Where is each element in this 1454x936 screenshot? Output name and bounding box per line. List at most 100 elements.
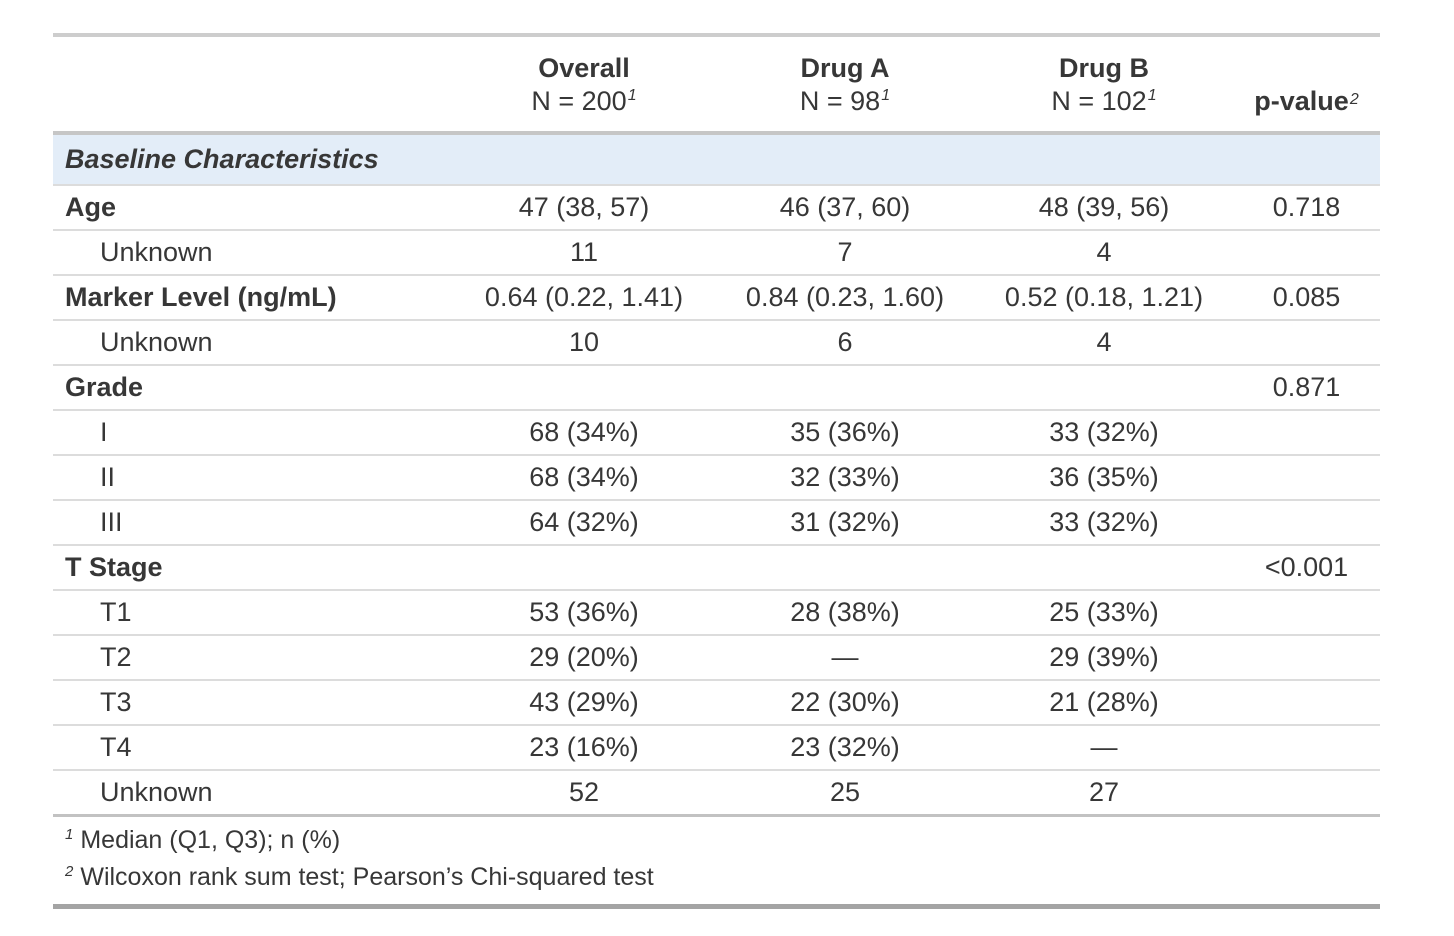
cell-pvalue: [1233, 679, 1380, 725]
cell-pvalue: [1233, 634, 1380, 680]
cell-overall: 52: [453, 769, 715, 816]
row-t3: T3 43 (29%) 22 (30%) 21 (28%): [53, 679, 1380, 725]
column-header-drug-a: Drug A N = 981: [715, 35, 975, 135]
row-t2: T2 29 (20%) — 29 (39%): [53, 634, 1380, 680]
footnote-mark: 1: [1147, 87, 1157, 104]
row-label: Grade: [53, 364, 453, 410]
cell-pvalue: 0.718: [1233, 184, 1380, 230]
cell-drug-a: 7: [715, 229, 975, 275]
cell-pvalue: [1233, 499, 1380, 545]
cell-pvalue: [1233, 319, 1380, 365]
cell-drug-a: 28 (38%): [715, 589, 975, 635]
cell-overall: 29 (20%): [453, 634, 715, 680]
cell-drug-b: 25 (33%): [975, 589, 1233, 635]
footnote-text: Median (Q1, Q3); n (%): [80, 826, 341, 854]
cell-overall: 23 (16%): [453, 724, 715, 770]
cell-drug-b: [975, 364, 1233, 410]
row-t1: T1 53 (36%) 28 (38%) 25 (33%): [53, 589, 1380, 635]
cell-overall: 68 (34%): [453, 454, 715, 500]
cell-drug-b: 36 (35%): [975, 454, 1233, 500]
column-label: Drug A: [800, 53, 890, 83]
cell-pvalue: [1233, 589, 1380, 635]
column-label: Overall: [538, 53, 630, 83]
cell-pvalue: [1233, 409, 1380, 455]
summary-table: Overall N = 2001 Drug A N = 981 Drug B N…: [53, 33, 1380, 909]
cell-pvalue: [1233, 769, 1380, 816]
row-age: Age 47 (38, 57) 46 (37, 60) 48 (39, 56) …: [53, 184, 1380, 230]
footnote-mark: 2: [1349, 90, 1359, 108]
column-header-pvalue: p-value2: [1233, 35, 1380, 135]
row-t-stage: T Stage <0.001: [53, 544, 1380, 590]
table-footnotes: 1 Median (Q1, Q3); n (%) 2 Wilcoxon rank s…: [53, 814, 1380, 907]
cell-drug-a: [715, 364, 975, 410]
cell-overall: 11: [453, 229, 715, 275]
row-age-unknown: Unknown 11 7 4: [53, 229, 1380, 275]
row-label: II: [53, 454, 453, 500]
row-label: T4: [53, 724, 453, 770]
footnote-text: Wilcoxon rank sum test; Pearson’s Chi-sq…: [80, 863, 654, 891]
cell-drug-a: 25: [715, 769, 975, 816]
footnote-mark: 1: [881, 87, 891, 104]
table-header: Overall N = 2001 Drug A N = 981 Drug B N…: [53, 35, 1380, 135]
row-grade-3: III 64 (32%) 31 (32%) 33 (32%): [53, 499, 1380, 545]
cell-drug-a: 31 (32%): [715, 499, 975, 545]
column-header-overall: Overall N = 2001: [453, 35, 715, 135]
cell-drug-a: 46 (37, 60): [715, 184, 975, 230]
cell-drug-b: 4: [975, 319, 1233, 365]
cell-overall: [453, 544, 715, 590]
cell-drug-a: 23 (32%): [715, 724, 975, 770]
column-label: p-value: [1254, 86, 1349, 116]
row-label: Unknown: [53, 319, 453, 365]
cell-overall: 68 (34%): [453, 409, 715, 455]
cell-pvalue: <0.001: [1233, 544, 1380, 590]
row-marker-unknown: Unknown 10 6 4: [53, 319, 1380, 365]
footnote-row: 1 Median (Q1, Q3); n (%) 2 Wilcoxon rank s…: [53, 814, 1380, 907]
cell-pvalue: [1233, 454, 1380, 500]
row-t-stage-unknown: Unknown 52 25 27: [53, 769, 1380, 816]
row-label: Age: [53, 184, 453, 230]
cell-drug-b: 48 (39, 56): [975, 184, 1233, 230]
cell-drug-b: 0.52 (0.18, 1.21): [975, 274, 1233, 320]
row-grade-2: II 68 (34%) 32 (33%) 36 (35%): [53, 454, 1380, 500]
row-label: T1: [53, 589, 453, 635]
cell-drug-b: 33 (32%): [975, 499, 1233, 545]
column-label: Drug B: [1059, 53, 1149, 83]
cell-overall: 0.64 (0.22, 1.41): [453, 274, 715, 320]
cell-drug-a: 0.84 (0.23, 1.60): [715, 274, 975, 320]
row-label: Unknown: [53, 229, 453, 275]
footnote-mark: 1: [627, 87, 637, 104]
header-row: Overall N = 2001 Drug A N = 981 Drug B N…: [53, 35, 1380, 135]
cell-drug-b: 4: [975, 229, 1233, 275]
cell-drug-a: 35 (36%): [715, 409, 975, 455]
row-label: I: [53, 409, 453, 455]
cell-overall: 43 (29%): [453, 679, 715, 725]
row-label: III: [53, 499, 453, 545]
footnote-mark: 2: [65, 862, 74, 880]
cell-drug-a: —: [715, 634, 975, 680]
column-n: N = 1021: [1051, 86, 1157, 116]
cell-drug-b: —: [975, 724, 1233, 770]
cell-drug-b: 33 (32%): [975, 409, 1233, 455]
cell-drug-b: [975, 544, 1233, 590]
cell-drug-a: 22 (30%): [715, 679, 975, 725]
group-row-baseline-characteristics: Baseline Characteristics: [53, 133, 1380, 185]
footnote-mark: 1: [65, 825, 74, 843]
column-n: N = 981: [799, 86, 891, 116]
table-body: Baseline Characteristics Age 47 (38, 57)…: [53, 133, 1380, 816]
row-t4: T4 23 (16%) 23 (32%) —: [53, 724, 1380, 770]
cell-pvalue: [1233, 229, 1380, 275]
footnote-2: 2 Wilcoxon rank sum test; Pearson’s Chi-s…: [65, 859, 1380, 896]
row-marker-level: Marker Level (ng/mL) 0.64 (0.22, 1.41) 0…: [53, 274, 1380, 320]
row-label: Marker Level (ng/mL): [53, 274, 453, 320]
cell-drug-a: 6: [715, 319, 975, 365]
cell-drug-a: 32 (33%): [715, 454, 975, 500]
cell-drug-b: 29 (39%): [975, 634, 1233, 680]
column-n: N = 2001: [531, 86, 637, 116]
cell-drug-b: 21 (28%): [975, 679, 1233, 725]
cell-pvalue: 0.871: [1233, 364, 1380, 410]
footnote-1: 1 Median (Q1, Q3); n (%): [65, 822, 1380, 859]
cell-overall: [453, 364, 715, 410]
row-label: Unknown: [53, 769, 453, 816]
row-grade-1: I 68 (34%) 35 (36%) 33 (32%): [53, 409, 1380, 455]
